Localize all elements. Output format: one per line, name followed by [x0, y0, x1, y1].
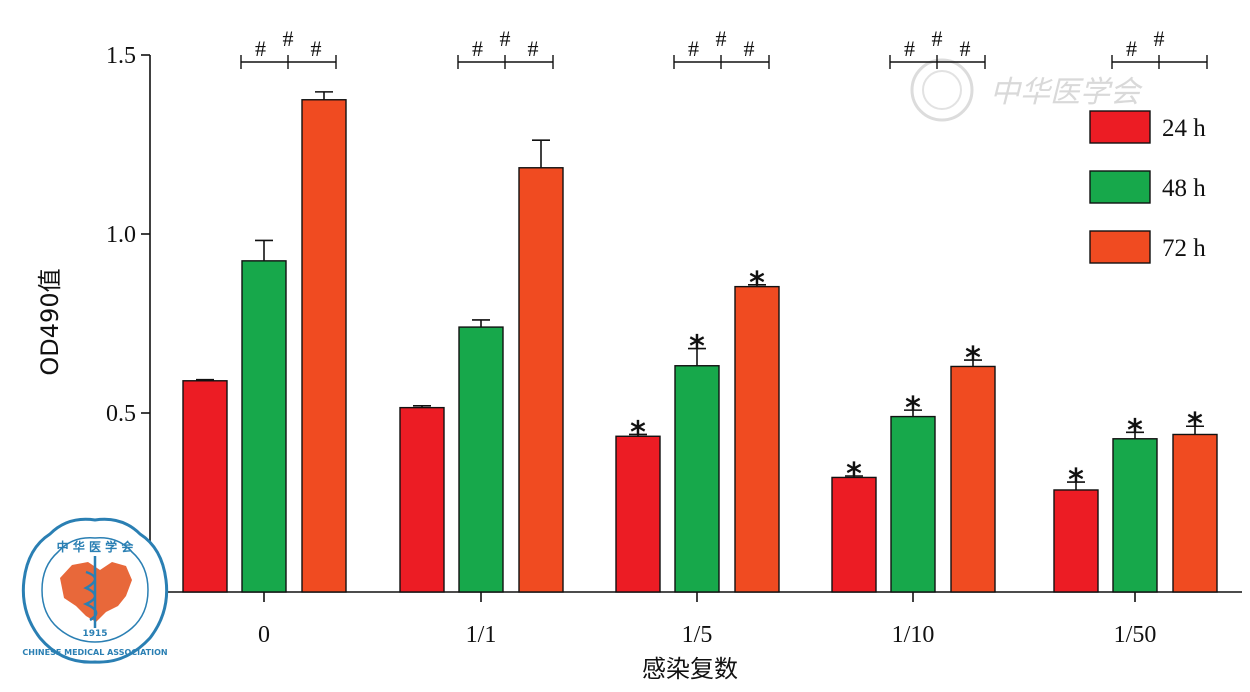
- significance-hash: #: [255, 36, 266, 61]
- cma-seal-chinese-text: 中 华 医 学 会: [57, 539, 135, 554]
- bar: [458, 326, 504, 593]
- x-tick-label: 1/10: [892, 622, 935, 648]
- cma-seal-inner-ring-icon: [41, 537, 149, 643]
- bar: [615, 435, 661, 593]
- cma-seal-english-text: CHINESE MEDICAL ASSOCIATION: [22, 648, 167, 657]
- significance-hash: #: [311, 36, 322, 61]
- y-tick-label: 1.5: [106, 43, 136, 69]
- significance-star: *: [905, 391, 921, 426]
- x-tick-label: 1/1: [466, 622, 497, 648]
- significance-hash: #: [688, 36, 699, 61]
- significance-hash: #: [904, 36, 915, 61]
- bar: [241, 260, 287, 593]
- legend: 24 h 48 h 72 h: [1089, 110, 1206, 264]
- x-tick-label: 0: [258, 622, 270, 648]
- significance-star: *: [689, 330, 705, 365]
- bar: [518, 167, 564, 593]
- significance-hash: #: [1126, 36, 1137, 61]
- bar: [399, 406, 445, 593]
- legend-swatch: [1089, 110, 1151, 144]
- significance-hash: #: [472, 36, 483, 61]
- legend-label: 72 h: [1162, 235, 1206, 262]
- bar: [301, 99, 347, 593]
- rod-of-asclepius-icon: [82, 556, 98, 628]
- significance-star: *: [965, 341, 981, 376]
- bar: [950, 365, 996, 593]
- legend-label: 24 h: [1162, 115, 1206, 142]
- watermark-seal-inner-icon: [922, 70, 962, 110]
- legend-swatch: [1089, 170, 1151, 204]
- x-tick-label: 1/5: [682, 622, 713, 648]
- bar: [674, 365, 720, 593]
- bar: [890, 415, 936, 593]
- significance-hash: #: [500, 26, 511, 51]
- x-tick-label: 1/50: [1114, 622, 1157, 648]
- significance-hash: #: [744, 36, 755, 61]
- bar: [831, 476, 877, 593]
- significance-hash: #: [528, 36, 539, 61]
- watermark: 中华医学会: [910, 58, 1143, 122]
- significance-star: *: [1187, 407, 1203, 442]
- significance-hash: #: [1154, 26, 1165, 51]
- watermark-text: 中华医学会: [990, 75, 1143, 110]
- significance-hash: #: [932, 26, 943, 51]
- significance-hash: #: [283, 26, 294, 51]
- significance-star: *: [1068, 463, 1084, 498]
- significance-brackets: # # # # # # # # # # # # # #: [240, 26, 1208, 69]
- y-tick-label: 1.0: [106, 222, 136, 248]
- significance-star: *: [846, 457, 862, 492]
- bar: [1172, 433, 1218, 593]
- bar: [1053, 489, 1099, 593]
- bar: [1112, 438, 1158, 593]
- x-axis-title: 感染复数: [642, 655, 738, 683]
- y-axis-title: OD490值: [36, 268, 64, 375]
- legend-swatch: [1089, 230, 1151, 264]
- significance-star: *: [749, 266, 765, 301]
- cma-seal: 中 华 医 学 会 CHINESE MEDICAL ASSOCIATION 19…: [21, 517, 169, 664]
- x-axis-ticks: 0 1/1 1/5 1/10 1/50: [258, 592, 1156, 648]
- bar: [734, 285, 780, 593]
- significance-hash: #: [716, 26, 727, 51]
- cma-seal-year: 1915: [82, 629, 107, 639]
- significance-star: *: [1127, 413, 1143, 448]
- significance-hash: #: [960, 36, 971, 61]
- bar: [182, 380, 228, 593]
- legend-label: 48 h: [1162, 175, 1206, 202]
- bars: * * * * * * * * *: [182, 91, 1218, 593]
- watermark-seal-icon: [910, 58, 974, 122]
- y-tick-label: 0.5: [106, 401, 136, 427]
- significance-star: *: [630, 415, 646, 450]
